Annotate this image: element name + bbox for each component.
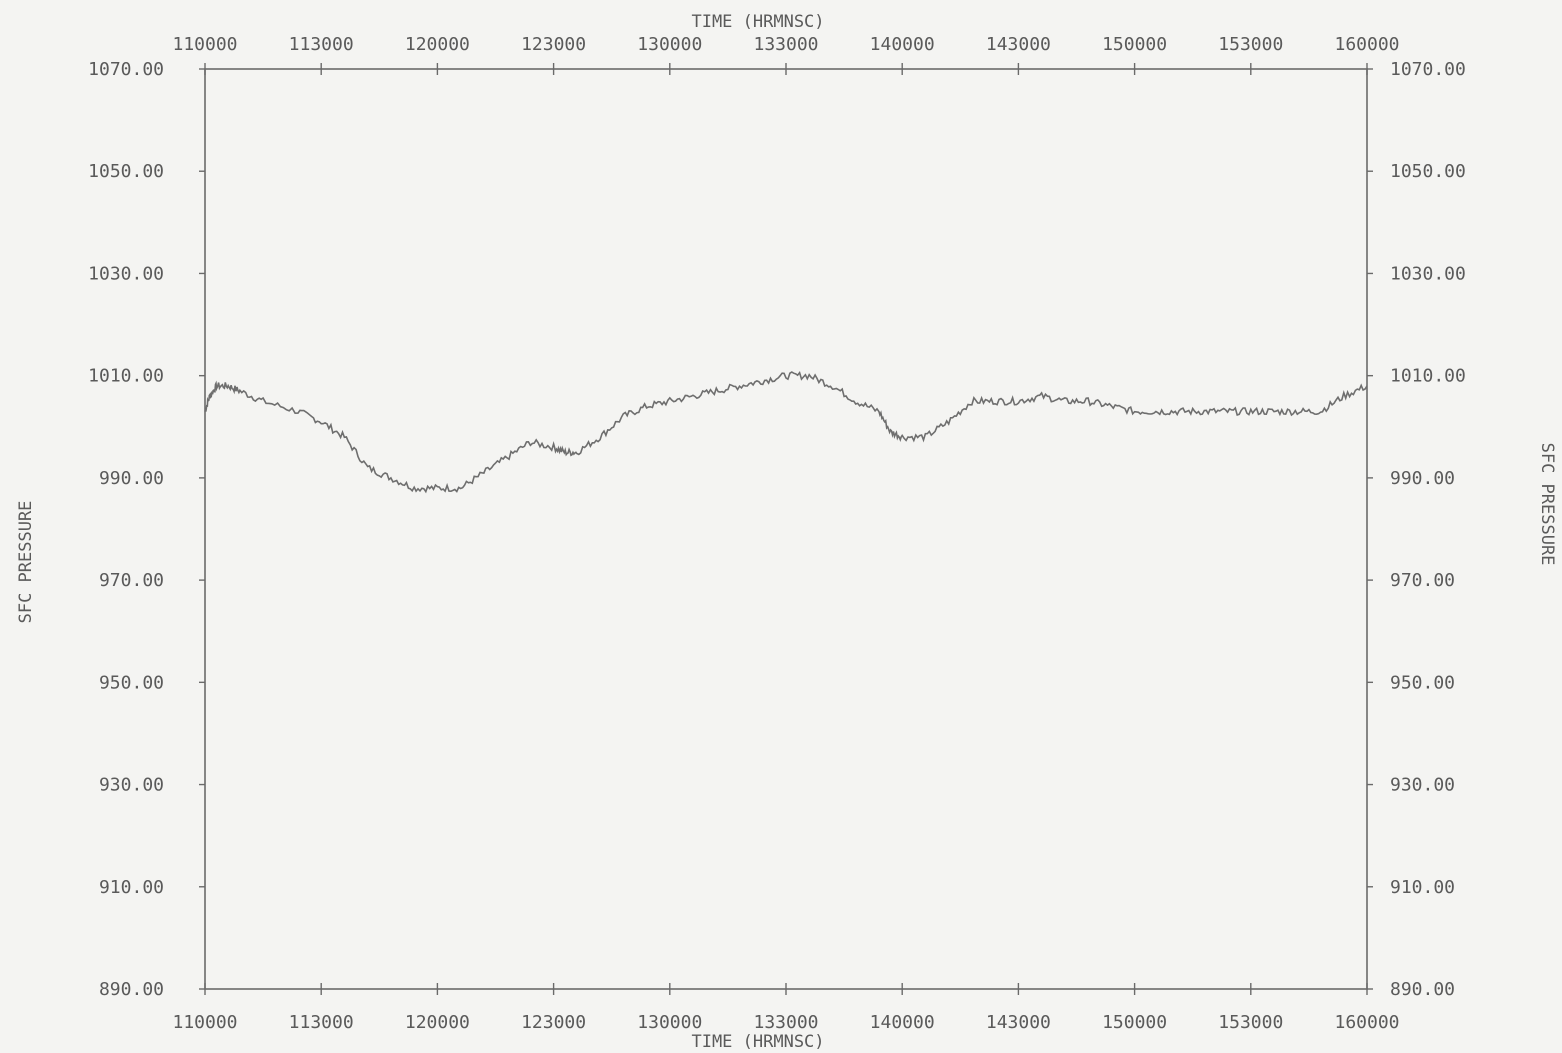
x-tick-label-top: 153000 — [1218, 34, 1283, 55]
x-tick-label-top: 140000 — [870, 34, 935, 55]
series-line — [204, 371, 1368, 494]
y-tick-label-right: 930.00 — [1390, 775, 1455, 796]
axis-ticks: 110000 110000 113000 113000 120000 120000 1230… — [88, 34, 1466, 1033]
x-tick-label-top: 143000 — [986, 34, 1051, 55]
y-axis-title-left: SFC PRESSURE — [16, 501, 36, 624]
x-tick-label-top: 120000 — [405, 34, 470, 55]
y-tick-label-right: 970.00 — [1390, 570, 1455, 591]
y-tick-label-left: 1070.00 — [88, 59, 164, 80]
x-tick-label-bottom: 130000 — [637, 1012, 702, 1033]
x-tick-label-top: 110000 — [172, 34, 237, 55]
y-tick-label-right: 990.00 — [1390, 468, 1455, 489]
x-tick-label-top: 133000 — [753, 34, 818, 55]
x-tick-label-top: 113000 — [289, 34, 354, 55]
y-tick-label-left: 950.00 — [99, 672, 164, 693]
x-tick-label-bottom: 153000 — [1218, 1012, 1283, 1033]
x-tick-label-bottom: 143000 — [986, 1012, 1051, 1033]
y-tick-label-right: 1030.00 — [1390, 263, 1466, 284]
x-axis-title-top: TIME (HRMNSC) — [691, 12, 824, 32]
y-tick-label-left: 930.00 — [99, 775, 164, 796]
y-tick-label-right: 1010.00 — [1390, 366, 1466, 387]
x-tick-label-top: 160000 — [1334, 34, 1399, 55]
y-tick-label-right: 1050.00 — [1390, 161, 1466, 182]
y-tick-label-right: 950.00 — [1390, 672, 1455, 693]
x-tick-label-top: 150000 — [1102, 34, 1167, 55]
x-axis-title-bottom: TIME (HRMNSC) — [691, 1032, 824, 1052]
plot-frame — [204, 68, 1368, 990]
x-tick-label-bottom: 110000 — [172, 1012, 237, 1033]
x-tick-label-bottom: 120000 — [405, 1012, 470, 1033]
y-tick-label-left: 1050.00 — [88, 161, 164, 182]
y-tick-label-left: 890.00 — [99, 979, 164, 1000]
y-tick-label-left: 1010.00 — [88, 366, 164, 387]
y-tick-label-left: 990.00 — [99, 468, 164, 489]
y-tick-label-right: 1070.00 — [1390, 59, 1466, 80]
x-tick-label-bottom: 123000 — [521, 1012, 586, 1033]
x-tick-label-bottom: 140000 — [870, 1012, 935, 1033]
x-tick-label-top: 130000 — [637, 34, 702, 55]
x-tick-label-bottom: 133000 — [753, 1012, 818, 1033]
x-tick-label-bottom: 113000 — [289, 1012, 354, 1033]
y-tick-label-right: 890.00 — [1390, 979, 1455, 1000]
x-tick-label-top: 123000 — [521, 34, 586, 55]
y-tick-label-left: 970.00 — [99, 570, 164, 591]
y-tick-label-left: 910.00 — [99, 877, 164, 898]
y-axis-title-right: SFC PRESSURE — [1537, 443, 1557, 566]
x-tick-label-bottom: 150000 — [1102, 1012, 1167, 1033]
y-tick-label-left: 1030.00 — [88, 263, 164, 284]
x-tick-label-bottom: 160000 — [1334, 1012, 1399, 1033]
y-tick-label-right: 910.00 — [1390, 877, 1455, 898]
